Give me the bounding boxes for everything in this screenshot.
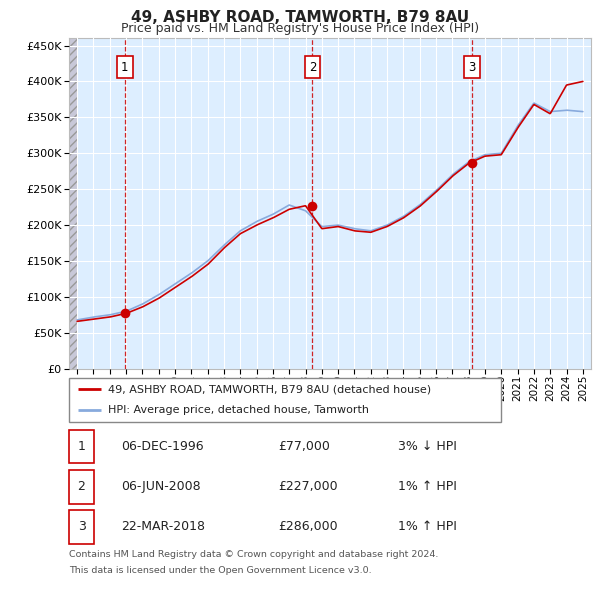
Text: 06-JUN-2008: 06-JUN-2008: [121, 480, 201, 493]
Bar: [69, 9, 77, 369]
Text: £286,000: £286,000: [278, 520, 337, 533]
Text: Price paid vs. HM Land Registry's House Price Index (HPI): Price paid vs. HM Land Registry's House …: [121, 22, 479, 35]
Text: 06-DEC-1996: 06-DEC-1996: [121, 440, 204, 453]
Text: £77,000: £77,000: [278, 440, 329, 453]
Text: 49, ASHBY ROAD, TAMWORTH, B79 8AU: 49, ASHBY ROAD, TAMWORTH, B79 8AU: [131, 10, 469, 25]
Text: 3: 3: [469, 61, 476, 74]
Text: This data is licensed under the Open Government Licence v3.0.: This data is licensed under the Open Gov…: [69, 566, 371, 575]
Text: 22-MAR-2018: 22-MAR-2018: [121, 520, 205, 533]
Text: £227,000: £227,000: [278, 480, 337, 493]
FancyBboxPatch shape: [69, 470, 94, 504]
FancyBboxPatch shape: [69, 510, 94, 544]
Text: 3% ↓ HPI: 3% ↓ HPI: [398, 440, 457, 453]
Text: 2: 2: [77, 480, 85, 493]
Text: Contains HM Land Registry data © Crown copyright and database right 2024.: Contains HM Land Registry data © Crown c…: [69, 550, 439, 559]
Text: 1: 1: [121, 61, 128, 74]
Text: 1% ↑ HPI: 1% ↑ HPI: [398, 480, 457, 493]
Text: 1% ↑ HPI: 1% ↑ HPI: [398, 520, 457, 533]
FancyBboxPatch shape: [69, 378, 501, 422]
FancyBboxPatch shape: [69, 430, 94, 464]
Text: 49, ASHBY ROAD, TAMWORTH, B79 8AU (detached house): 49, ASHBY ROAD, TAMWORTH, B79 8AU (detac…: [108, 384, 431, 394]
Text: 3: 3: [77, 520, 85, 533]
Text: HPI: Average price, detached house, Tamworth: HPI: Average price, detached house, Tamw…: [108, 405, 369, 415]
Text: 1: 1: [77, 440, 85, 453]
Text: 2: 2: [308, 61, 316, 74]
